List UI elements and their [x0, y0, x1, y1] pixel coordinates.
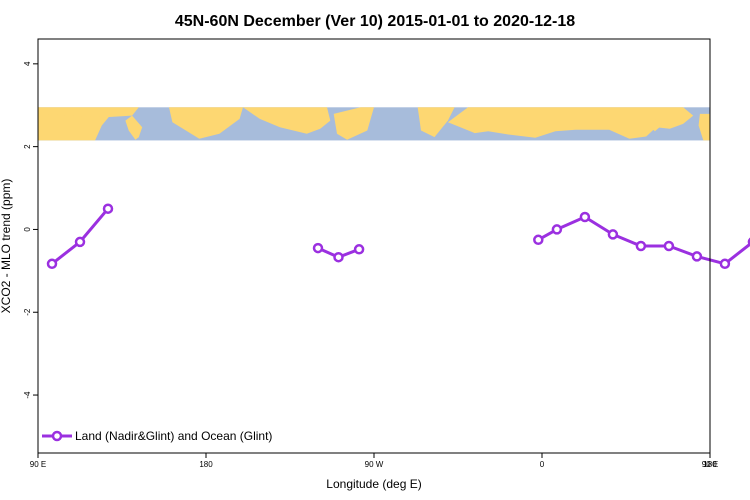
- map-land-1: [38, 107, 139, 118]
- series-layer: [46, 203, 750, 270]
- x-tick-label-4: 90 E: [702, 460, 718, 469]
- data-point-2-7: [719, 258, 731, 270]
- map-land-0: [38, 111, 109, 141]
- data-point-1-2: [353, 244, 365, 255]
- map-land-8: [648, 118, 662, 132]
- data-point-2-2: [579, 211, 591, 223]
- data-point-2-5: [663, 240, 675, 252]
- y-tick-label-2: 0: [23, 227, 32, 232]
- data-point-1-1: [333, 251, 344, 263]
- data-point-2-1: [551, 224, 563, 235]
- x-tick-label-2: 90 W: [365, 460, 384, 469]
- plot-frame: [37, 38, 711, 454]
- map-land-9: [698, 113, 710, 141]
- map-land-4: [243, 107, 331, 134]
- x-tick-label-1: 180: [199, 460, 213, 469]
- legend: Land (Nadir&Glint) and Ocean (Glint): [42, 429, 272, 443]
- chart-title: 45N-60N December (Ver 10) 2015-01-01 to …: [175, 13, 575, 30]
- data-point-0-0: [46, 258, 58, 270]
- y-tick-label-4: -4: [23, 391, 32, 399]
- y-tick-label-3: -2: [23, 308, 32, 316]
- data-point-2-6: [691, 251, 703, 262]
- data-point-2-0: [533, 234, 544, 246]
- map-land-5: [333, 107, 374, 140]
- data-point-2-3: [607, 229, 619, 240]
- legend-label: Land (Nadir&Glint) and Ocean (Glint): [75, 429, 272, 443]
- plot-area: [37, 38, 750, 454]
- world-map-band: [38, 107, 710, 141]
- x-tick-label-5: 180: [703, 460, 717, 469]
- data-point-0-1: [74, 236, 86, 248]
- map-land-7: [447, 107, 694, 139]
- series-0-segment-2: [537, 215, 750, 266]
- data-point-2-4: [635, 240, 647, 252]
- map-land-3: [169, 107, 243, 139]
- y-tick-label-0: 4: [23, 61, 32, 66]
- x-tick-label-3: 0: [540, 460, 545, 469]
- series-0-segment-0: [51, 207, 110, 265]
- data-point-1-0: [312, 242, 324, 254]
- legend-marker: [51, 430, 63, 442]
- x-tick-label-0: 90 E: [30, 460, 46, 469]
- y-axis: 4 2 0 -2 -4: [23, 61, 38, 399]
- map-land-6: [417, 107, 455, 138]
- y-axis-label: XCO2 - MLO trend (ppm): [0, 179, 13, 314]
- x-axis-label: Longitude (deg E): [326, 477, 421, 491]
- y-tick-label-1: 2: [23, 144, 32, 149]
- map-land-2: [125, 115, 143, 140]
- data-point-0-2: [102, 203, 114, 214]
